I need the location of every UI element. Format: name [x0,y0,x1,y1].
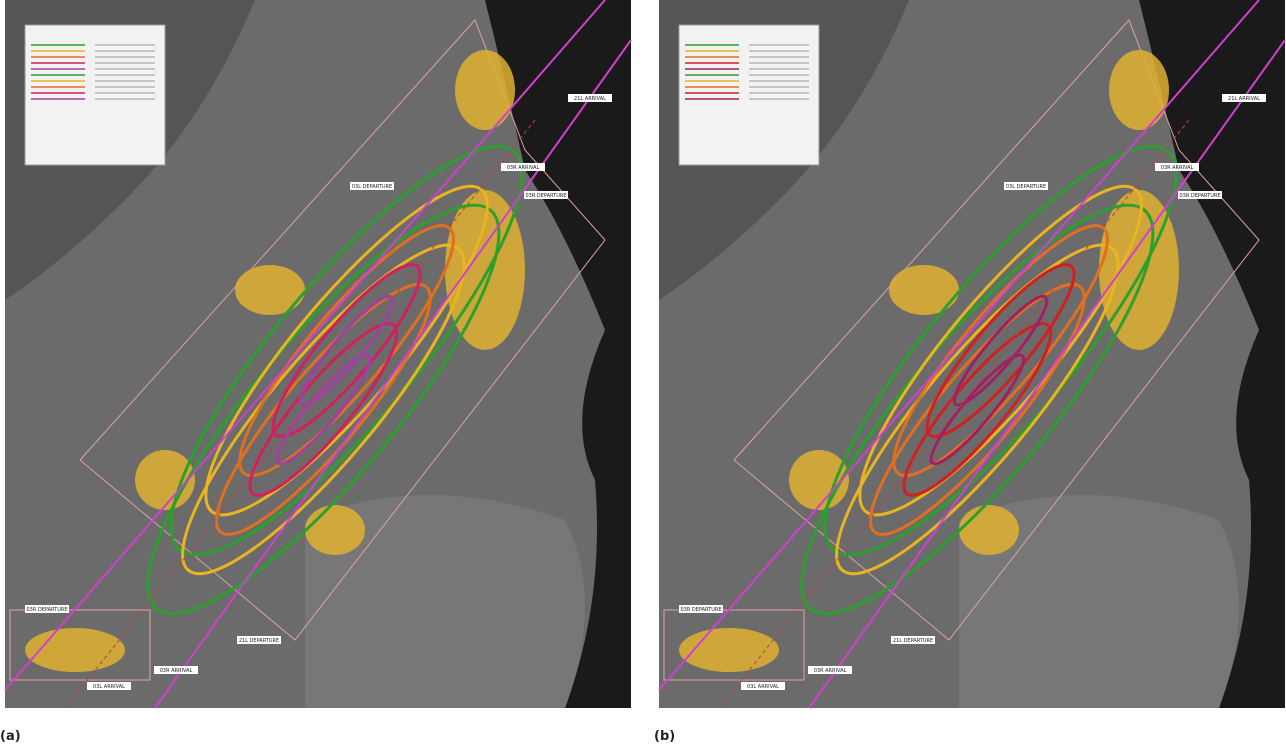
settlement [1109,50,1169,130]
settlement [235,265,305,315]
map-panel: 03L DEPARTURE 03R ARRIVAL 21L ARRIVAL 03R D… [5,0,631,708]
route-label: 03R DEPARTURE [525,193,566,199]
page: 03L DEPARTURE 03R ARRIVAL 21L ARRIVAL 03R D… [0,0,1286,747]
route-label: 03R DEPARTURE [26,607,67,613]
route-label: 21L DEPARTURE [239,638,279,644]
route-label: 21L ARRIVAL [1228,96,1260,102]
route-label: 03R DEPARTURE [680,607,721,613]
settlement [889,265,959,315]
settlement [305,505,365,555]
route-label: 03R ARRIVAL [1161,165,1194,171]
route-label: 03L ARRIVAL [747,684,779,690]
route-label: 03L DEPARTURE [1006,184,1046,190]
route-label: 03L DEPARTURE [352,184,392,190]
route-label: 21L ARRIVAL [574,96,606,102]
route-label: 03R ARRIVAL [814,668,847,674]
settlement [455,50,515,130]
panel-label: (a) [0,729,21,744]
panel-label: (b) [654,729,675,744]
legend-box [679,25,819,165]
figure: 03L DEPARTURE 03R ARRIVAL 21L ARRIVAL 03R D… [0,0,1286,747]
route-label: 03R ARRIVAL [160,668,193,674]
route-label: 21L DEPARTURE [893,638,933,644]
route-label: 03R DEPARTURE [1179,193,1220,199]
route-label: 03L ARRIVAL [93,684,125,690]
settlement [959,505,1019,555]
route-label: 03R ARRIVAL [507,165,540,171]
map-panel: 03L DEPARTURE 03R ARRIVAL 21L ARRIVAL 03R D… [659,0,1285,708]
legend-box [25,25,165,165]
